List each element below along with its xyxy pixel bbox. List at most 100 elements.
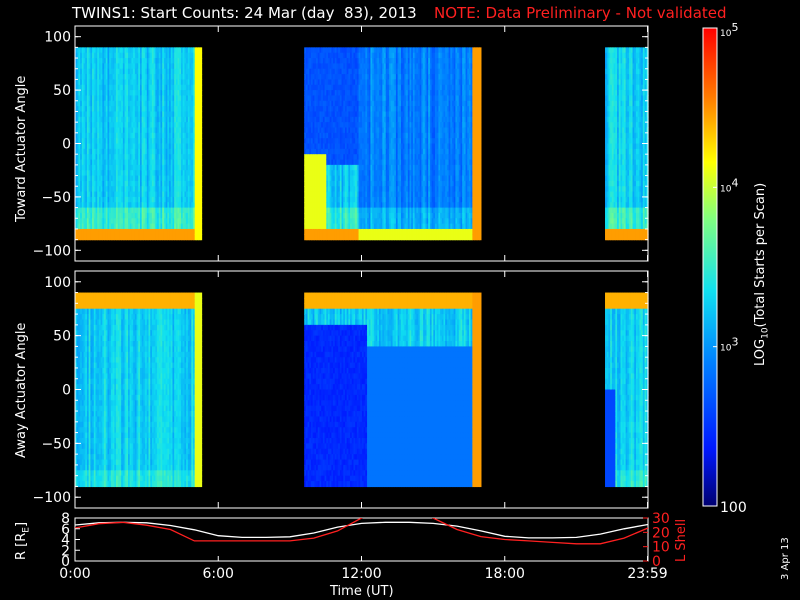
heatmap-cell xyxy=(75,191,78,198)
heatmap-cell xyxy=(131,154,134,161)
heatmap-cell xyxy=(104,175,107,182)
heatmap-cell xyxy=(134,74,138,81)
heatmap-cell xyxy=(136,170,139,177)
heatmap-cell xyxy=(80,111,83,118)
heatmap-cell xyxy=(105,116,109,123)
heatmap-cell xyxy=(169,186,172,193)
heatmap-cell xyxy=(100,218,103,225)
heatmap-cell xyxy=(179,127,182,134)
heatmap-cell xyxy=(98,84,102,91)
heatmap-cell xyxy=(97,127,100,134)
heatmap-cell xyxy=(109,138,112,145)
heatmap-cell xyxy=(76,207,80,214)
heatmap-cell xyxy=(117,164,121,171)
heatmap-cell xyxy=(93,132,97,139)
heatmap-cell xyxy=(136,218,139,225)
heatmap-cell xyxy=(141,127,144,134)
heatmap-cell xyxy=(124,111,127,118)
heatmap-cell xyxy=(131,52,134,59)
heatmap-cell xyxy=(126,159,129,166)
heatmap-cell xyxy=(83,106,86,113)
heatmap-cell xyxy=(139,84,143,91)
heatmap-cell xyxy=(162,212,165,219)
heatmap-cell xyxy=(172,218,175,225)
heatmap-cell xyxy=(153,58,156,64)
heatmap-cell xyxy=(145,218,148,225)
heatmap-cell xyxy=(175,148,179,155)
heatmap-cell xyxy=(174,138,177,145)
heatmap-cell xyxy=(122,111,126,118)
heatmap-cell xyxy=(104,228,107,235)
heatmap-cell xyxy=(85,111,88,118)
heatmap-cell xyxy=(143,74,146,81)
heatmap-cell xyxy=(86,63,90,70)
heatmap-cell xyxy=(100,74,103,81)
heatmap-cell xyxy=(90,202,93,209)
heatmap-cell xyxy=(97,84,100,91)
heatmap-cell xyxy=(128,228,131,235)
heatmap-cell xyxy=(199,116,203,123)
heatmap-cell xyxy=(143,52,146,59)
heatmap-cell xyxy=(146,52,150,59)
heatmap-cell xyxy=(75,95,78,102)
heatmap-cell xyxy=(163,52,167,59)
heatmap-cell xyxy=(122,95,126,102)
heatmap-cell xyxy=(146,228,150,235)
heatmap-cell xyxy=(143,111,146,118)
heatmap-cell xyxy=(145,84,148,91)
heatmap-cell xyxy=(122,74,126,81)
heatmap-cell xyxy=(114,74,117,81)
heatmap-cell xyxy=(177,79,180,86)
heatmap-cell xyxy=(86,218,90,225)
heatmap-cell xyxy=(104,122,107,129)
heatmap-cell xyxy=(158,218,162,225)
heatmap-cell xyxy=(124,95,127,102)
heatmap-cell xyxy=(165,63,168,70)
heatmap-cell xyxy=(107,63,110,70)
heatmap-cell xyxy=(86,234,90,241)
heatmap-cell xyxy=(179,74,182,81)
heatmap-cell xyxy=(92,228,95,235)
heatmap-cell xyxy=(146,223,150,230)
heatmap-cell xyxy=(181,159,184,166)
heatmap-cell xyxy=(121,138,124,145)
heatmap-cell xyxy=(109,159,112,166)
heatmap-cell xyxy=(116,212,119,219)
heatmap-cell xyxy=(162,47,165,54)
heatmap-cell xyxy=(112,175,115,182)
heatmap-cell xyxy=(170,90,174,97)
heatmap-cell xyxy=(169,74,172,81)
heatmap-cell xyxy=(92,148,95,155)
heatmap-cell xyxy=(129,122,133,129)
heatmap-cell xyxy=(117,122,121,129)
heatmap-cell xyxy=(119,100,122,107)
heatmap-cell xyxy=(75,218,78,225)
heatmap-cell xyxy=(199,47,203,54)
heatmap-cell xyxy=(109,90,112,97)
heatmap-cell xyxy=(80,138,83,145)
heatmap-cell xyxy=(86,74,90,81)
heatmap-cell xyxy=(146,63,150,70)
heatmap-cell xyxy=(179,202,182,209)
heatmap-cell xyxy=(90,159,93,166)
heatmap-cell xyxy=(116,127,119,134)
heatmap-cell xyxy=(157,196,160,203)
heatmap-cell xyxy=(112,196,115,203)
heatmap-cell xyxy=(146,148,150,155)
heatmap-cell xyxy=(163,170,167,177)
heatmap-cell xyxy=(88,143,91,150)
heatmap-cell xyxy=(93,79,97,86)
heatmap-cell xyxy=(131,111,134,118)
heatmap-cell xyxy=(110,170,114,177)
heatmap-cell xyxy=(76,90,80,97)
heatmap-cell xyxy=(163,90,167,97)
heatmap-cell xyxy=(199,100,203,107)
heatmap-cell xyxy=(151,159,155,166)
heatmap-cell xyxy=(141,63,144,70)
heatmap-cell xyxy=(105,218,109,225)
heatmap-cell xyxy=(119,84,122,91)
heatmap-cell xyxy=(117,84,121,91)
heatmap-cell xyxy=(155,196,158,203)
heatmap-cell xyxy=(105,228,109,235)
